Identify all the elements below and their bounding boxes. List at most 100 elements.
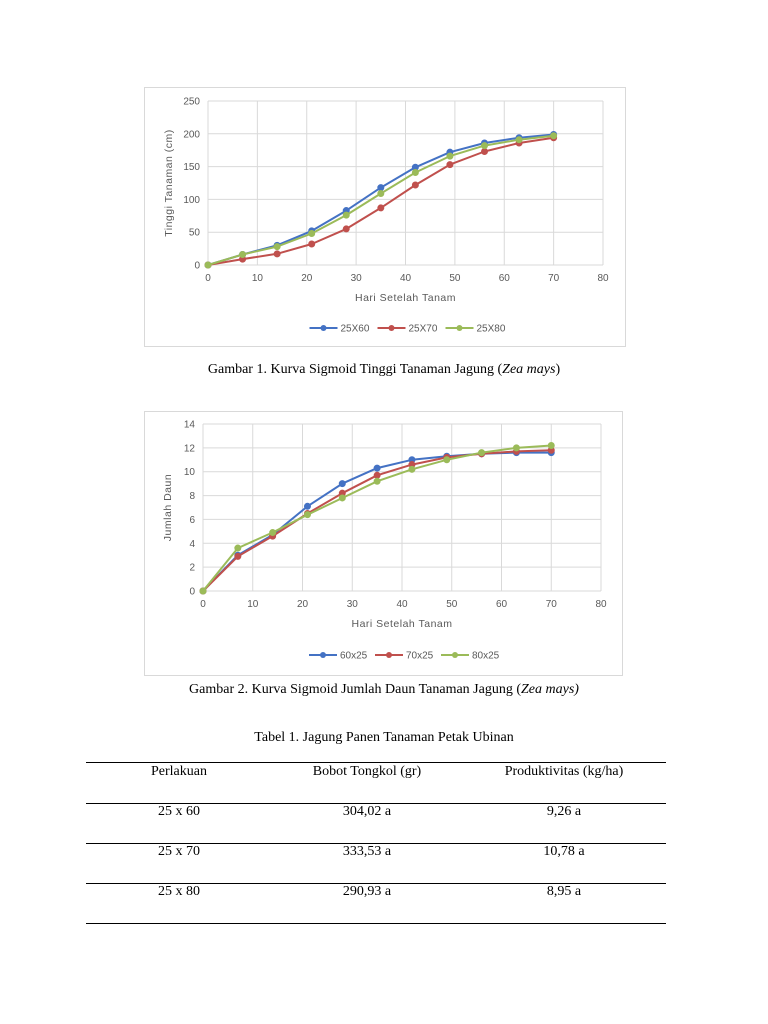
data-point bbox=[512, 444, 520, 452]
figure-1-caption-text: Gambar 1. Kurva Sigmoid Tinggi Tanaman J… bbox=[207, 362, 503, 377]
cell-perlakuan: 25 x 80 bbox=[158, 884, 200, 899]
x-axis-title: Hari Setelah Tanam bbox=[355, 292, 456, 304]
x-tick-label: 30 bbox=[351, 273, 363, 284]
data-point bbox=[478, 449, 486, 457]
x-tick-label: 80 bbox=[595, 599, 607, 610]
y-tick-label: 150 bbox=[183, 162, 200, 173]
x-tick-label: 70 bbox=[546, 599, 558, 610]
table-row: 25 x 80 290,93 a 8,95 a bbox=[86, 884, 666, 904]
table-rule-bottom bbox=[86, 923, 666, 924]
header-produktivitas: Produktivitas (kg/ha) bbox=[504, 764, 624, 779]
y-tick-label: 4 bbox=[189, 539, 195, 550]
data-point bbox=[273, 250, 281, 258]
figure-1-caption-species: Zea mays bbox=[502, 362, 556, 377]
header-bobot-tongkol: Bobot Tongkol (gr) bbox=[312, 764, 422, 779]
table-rule bbox=[86, 843, 666, 844]
legend-marker bbox=[388, 325, 395, 331]
legend-label: 80x25 bbox=[472, 651, 500, 662]
data-point bbox=[239, 251, 247, 259]
data-point bbox=[303, 511, 311, 519]
x-tick-label: 40 bbox=[396, 599, 408, 610]
y-tick-label: 100 bbox=[183, 195, 200, 206]
cell-perlakuan: 25 x 70 bbox=[158, 844, 200, 859]
legend-label: 25X60 bbox=[341, 324, 370, 335]
x-tick-label: 70 bbox=[548, 273, 560, 284]
table-rule-header bbox=[86, 803, 666, 804]
figure-2-caption-text: Gambar 2. Kurva Sigmoid Jumlah Daun Tana… bbox=[189, 682, 522, 697]
legend-marker bbox=[320, 652, 326, 658]
data-point bbox=[373, 477, 381, 485]
table-rule-top bbox=[86, 762, 666, 763]
x-tick-label: 20 bbox=[297, 599, 309, 610]
figure-2-caption-species: Zea mays) bbox=[521, 682, 579, 697]
table-row: 25 x 60 304,02 a 9,26 a bbox=[86, 804, 666, 824]
data-point bbox=[515, 136, 523, 144]
data-point bbox=[303, 502, 311, 510]
legend-marker bbox=[320, 325, 327, 331]
data-point bbox=[338, 494, 346, 502]
data-point bbox=[342, 211, 350, 219]
x-tick-label: 0 bbox=[200, 599, 206, 610]
chart-leaf-count: 0 10 20 30 40 50 60 70 80 0 2 4 6 8 10 12 14 Hari Setelah… bbox=[144, 411, 623, 676]
y-tick-label: 2 bbox=[189, 563, 195, 574]
data-point bbox=[377, 189, 385, 197]
x-tick-label: 10 bbox=[252, 273, 264, 284]
table-rule bbox=[86, 883, 666, 884]
cell-perlakuan: 25 x 60 bbox=[158, 804, 200, 819]
y-tick-label: 8 bbox=[189, 491, 195, 502]
y-tick-label: 250 bbox=[183, 97, 200, 108]
data-point bbox=[234, 552, 242, 560]
data-point bbox=[338, 480, 346, 488]
x-tick-label: 0 bbox=[205, 273, 211, 284]
chart-plant-height-svg: 0 10 20 30 40 50 60 70 80 0 50 100 150 200 250 Hari Set… bbox=[163, 97, 609, 335]
data-point bbox=[342, 225, 350, 233]
y-tick-label: 200 bbox=[183, 129, 200, 140]
legend-marker bbox=[456, 325, 463, 331]
figure-1-caption: Gambar 1. Kurva Sigmoid Tinggi Tanaman J… bbox=[0, 362, 768, 378]
legend-label: 25X80 bbox=[477, 324, 506, 335]
y-axis-title: Jumlah Daun bbox=[162, 474, 174, 541]
data-point bbox=[234, 544, 242, 552]
data-point bbox=[199, 587, 207, 595]
x-tick-label: 10 bbox=[247, 599, 259, 610]
data-point bbox=[411, 169, 419, 177]
header-perlakuan: Perlakuan bbox=[151, 764, 207, 779]
y-tick-label: 50 bbox=[189, 228, 201, 239]
data-point bbox=[377, 204, 385, 212]
y-tick-label: 10 bbox=[184, 467, 196, 478]
cell-produktivitas: 8,95 a bbox=[546, 884, 582, 899]
table-1-title: Tabel 1. Jagung Panen Tanaman Petak Ubin… bbox=[254, 730, 514, 745]
data-point bbox=[446, 152, 454, 160]
x-tick-label: 60 bbox=[499, 273, 511, 284]
cell-bobot-tongkol: 290,93 a bbox=[342, 884, 392, 899]
y-tick-label: 12 bbox=[184, 443, 196, 454]
legend-label: 25X70 bbox=[409, 324, 438, 335]
data-point bbox=[373, 471, 381, 479]
data-point bbox=[443, 456, 451, 464]
legend-label: 60x25 bbox=[340, 651, 368, 662]
data-point bbox=[550, 132, 558, 140]
data-point bbox=[446, 161, 454, 169]
x-tick-label: 50 bbox=[446, 599, 458, 610]
x-tick-label: 60 bbox=[496, 599, 508, 610]
cell-produktivitas: 9,26 a bbox=[546, 804, 582, 819]
data-point bbox=[411, 181, 419, 189]
y-tick-label: 6 bbox=[189, 515, 195, 526]
x-tick-label: 30 bbox=[347, 599, 359, 610]
table-header-row: Perlakuan Bobot Tongkol (gr) Produktivit… bbox=[86, 764, 666, 784]
legend-marker bbox=[452, 652, 458, 658]
data-point bbox=[308, 240, 316, 248]
data-point bbox=[547, 441, 555, 449]
data-point bbox=[377, 184, 385, 192]
series-line bbox=[207, 136, 554, 266]
x-tick-label: 20 bbox=[301, 273, 313, 284]
cell-produktivitas: 10,78 a bbox=[543, 844, 585, 859]
figure-1-caption-close: ) bbox=[555, 362, 561, 377]
cell-bobot-tongkol: 333,53 a bbox=[342, 844, 392, 859]
x-tick-label: 40 bbox=[400, 273, 412, 284]
chart-leaf-count-svg: 0 10 20 30 40 50 60 70 80 0 2 4 6 8 10 12 14 Hari Setelah… bbox=[162, 420, 607, 662]
y-tick-label: 0 bbox=[194, 261, 200, 272]
table-row: 25 x 70 333,53 a 10,78 a bbox=[86, 844, 666, 864]
y-tick-label: 0 bbox=[189, 587, 195, 598]
cell-bobot-tongkol: 304,02 a bbox=[342, 804, 392, 819]
